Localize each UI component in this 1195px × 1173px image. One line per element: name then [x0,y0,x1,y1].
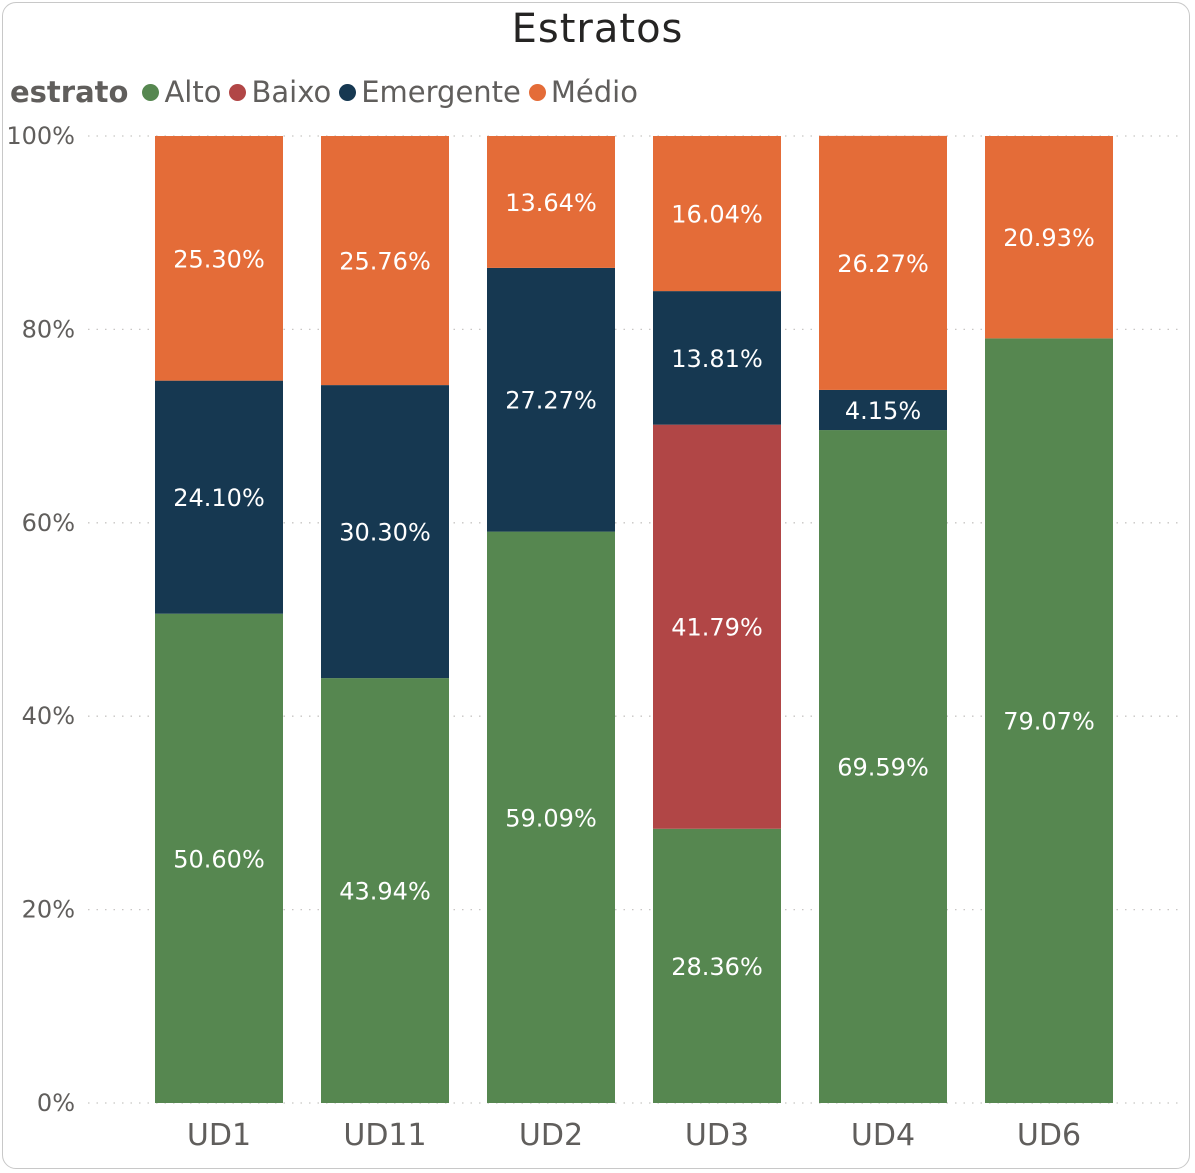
legend-label: Emergente [361,75,521,109]
legend-item-emergente[interactable]: Emergente [339,75,521,109]
legend-item-medio[interactable]: Médio [528,75,638,109]
legend-dot-icon [339,83,357,101]
y-tick-label: 0% [37,1089,75,1117]
bar-segment-alto[interactable] [155,613,283,1103]
data-label: 4.15% [845,397,921,425]
y-tick-label: 100% [6,122,75,150]
bar-segment-medio[interactable] [653,136,781,292]
y-tick-label: 20% [22,896,75,924]
legend-label: Alto [164,75,222,109]
x-tick-label: UD2 [519,1118,583,1153]
legend-dot-icon [229,83,247,101]
bar-segment-emergente[interactable] [653,291,781,425]
x-tick-label: UD11 [343,1118,426,1153]
bar-segment-alto[interactable] [653,828,781,1103]
data-label: 16.04% [671,201,763,229]
x-tick-label: UD6 [1017,1118,1081,1153]
data-label: 50.60% [173,845,265,873]
y-tick-label: 60% [22,509,75,537]
bar-segment-medio[interactable] [321,136,449,386]
legend-item-alto[interactable]: Alto [142,75,221,109]
y-tick-label: 40% [22,702,75,730]
legend-label: Baixo [251,75,332,109]
bar-segment-medio[interactable] [819,135,947,390]
x-tick-label: UD1 [187,1118,251,1153]
bar-segment-emergente[interactable] [155,380,283,614]
data-label: 59.09% [505,804,597,832]
data-label: 24.10% [173,484,265,512]
data-label: 25.30% [173,245,265,273]
data-label: 43.94% [339,878,431,906]
legend-dot-icon [142,83,160,101]
legend-item-baixo[interactable]: Baixo [229,75,331,109]
data-label: 41.79% [671,614,763,642]
data-label: 30.30% [339,519,431,547]
data-label: 25.76% [339,248,431,276]
legend-dot-icon [528,83,546,101]
bar-segment-medio[interactable] [155,136,283,381]
bar-segment-alto[interactable] [321,678,449,1103]
legend-title: estrato [10,75,129,109]
bar-segment-emergente[interactable] [819,389,947,431]
x-tick-label: UD3 [685,1118,749,1153]
bar-segment-emergente[interactable] [487,267,615,532]
bar-segment-emergente[interactable] [321,385,449,679]
bar-segment-alto[interactable] [487,531,615,1103]
bar-segment-alto[interactable] [985,338,1113,1104]
data-label: 28.36% [671,953,763,981]
legend-label: Médio [550,75,638,109]
bar-segment-alto[interactable] [819,430,947,1103]
data-label: 20.93% [1003,224,1095,252]
data-label: 26.27% [837,250,929,278]
data-label: 27.27% [505,387,597,415]
x-tick-label: UD4 [851,1118,915,1153]
y-tick-label: 80% [22,315,75,343]
bar-segment-medio[interactable] [487,136,615,268]
bar-segment-medio[interactable] [985,136,1113,339]
bar-segment-baixo[interactable] [653,424,781,829]
data-label: 13.64% [505,189,597,217]
data-label: 13.81% [671,345,763,373]
data-label: 79.07% [1003,708,1095,736]
data-label: 69.59% [837,754,929,782]
chart-title: Estratos [511,6,684,52]
legend: estrato Alto Baixo Emergente Médio [10,72,646,112]
